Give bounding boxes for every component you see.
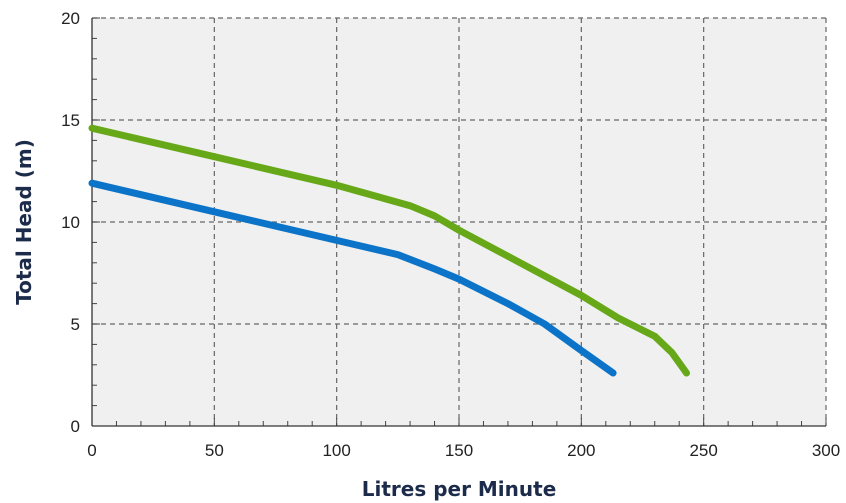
y-tick-label: 5 [71, 315, 80, 334]
x-tick-label: 50 [205, 441, 224, 460]
grid-lines [92, 17, 827, 426]
y-tick-label: 10 [61, 213, 80, 232]
y-tick-labels: 0 5 10 15 20 [61, 9, 80, 436]
y-tick-label: 20 [61, 9, 80, 28]
y-tick-label: 0 [71, 417, 80, 436]
series-line-1 [88, 124, 690, 377]
axes [91, 18, 826, 427]
series-line-2 [88, 179, 617, 377]
x-tick-labels: 0 50 100 150 200 250 300 [87, 441, 840, 460]
x-tick-label: 300 [812, 441, 840, 460]
series-lines [88, 124, 690, 377]
x-tick-label: 200 [567, 441, 595, 460]
x-tick-label: 250 [689, 441, 717, 460]
y-axis-title: Total Head (m) [12, 139, 36, 305]
x-tick-label: 100 [322, 441, 350, 460]
y-tick-label: 15 [61, 111, 80, 130]
x-tick-label: 0 [87, 441, 96, 460]
x-axis-title: Litres per Minute [362, 477, 557, 501]
x-tick-label: 150 [445, 441, 473, 460]
